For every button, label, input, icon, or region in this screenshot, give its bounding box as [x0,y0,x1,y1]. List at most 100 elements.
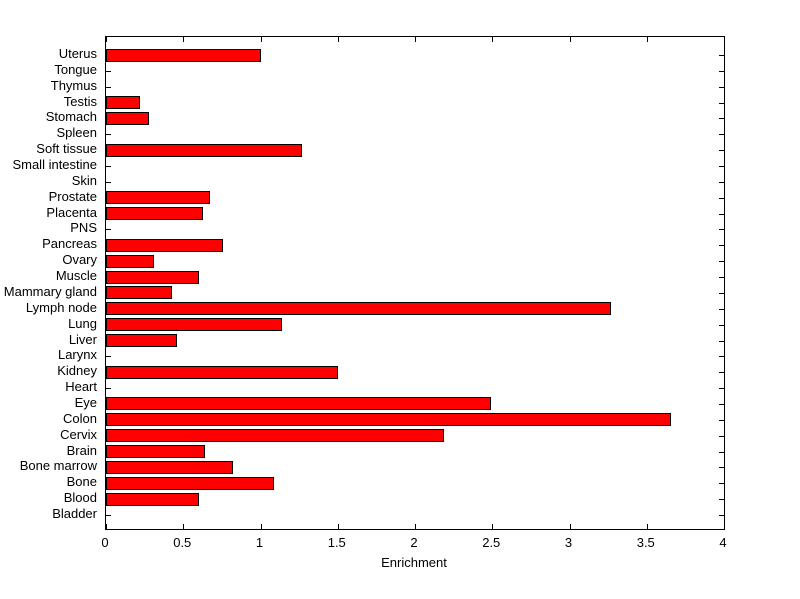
x-tick-bottom [724,524,725,529]
y-axis-label: Pancreas [42,236,97,252]
y-tick-right [719,499,724,501]
y-axis-label: Stomach [45,109,97,125]
bar [106,238,224,252]
bar [106,111,150,125]
x-tick-label: 1.5 [327,535,346,550]
x-tick-top [106,37,107,42]
x-tick-bottom [492,524,494,529]
y-axis-label: Spleen [56,125,97,141]
y-axis-label: Lymph node [25,299,97,315]
bar [106,270,199,284]
y-tick-right [719,515,724,516]
y-tick-left [106,86,111,88]
y-axis-label: Brain [66,442,97,458]
y-tick-right [719,86,724,88]
y-axis-label: Thymus [50,77,97,93]
x-tick-top [724,37,725,42]
y-axis-label: Testis [63,93,97,109]
bar [106,365,338,379]
bar [106,286,173,300]
x-tick-top [492,37,494,42]
y-tick-left [106,388,111,390]
x-tick-label: 4 [719,535,727,550]
y-axis-label: Mammary gland [3,283,97,299]
bar [106,429,445,443]
y-tick-right [719,451,724,453]
y-tick-right [719,308,724,310]
bar [106,334,178,348]
y-tick-right [719,245,724,247]
y-tick-left [106,166,111,168]
plot-area [105,36,725,530]
y-axis-label: PNS [70,220,97,236]
y-tick-right [719,181,724,183]
y-axis-label: Placenta [46,204,97,220]
y-axis-label: Small intestine [12,157,97,173]
x-tick-top [260,37,262,42]
x-tick-label: 3.5 [636,535,655,550]
y-tick-right [719,467,724,469]
y-axis-label: Cervix [60,426,97,442]
y-axis-label: Uterus [58,46,97,61]
y-tick-left [106,515,111,516]
x-tick-bottom [646,524,648,529]
y-axis-label: Prostate [48,188,97,204]
y-tick-right [719,134,724,136]
x-tick-top [569,37,571,42]
bar [106,207,204,221]
y-tick-right [719,55,724,56]
y-tick-left [106,356,111,358]
y-tick-right [719,372,724,374]
y-tick-left [106,70,111,72]
bar [106,96,140,110]
bar [106,191,210,205]
x-tick-bottom [183,524,185,529]
y-tick-right [719,150,724,152]
x-tick-bottom [415,524,416,529]
y-tick-right [719,70,724,72]
y-tick-right [719,435,724,437]
y-axis-label: Skin [71,172,97,188]
bar [106,445,205,459]
bar [106,413,672,427]
y-axis-label: Bladder [52,506,97,521]
x-tick-label: 1 [255,535,264,550]
bar [106,476,275,490]
x-tick-top [337,37,339,42]
x-tick-bottom [569,524,571,529]
y-axis-label: Ovary [62,252,97,268]
y-axis-label: Lung [68,315,97,331]
y-tick-right [719,403,724,405]
y-tick-left [106,229,111,231]
x-tick-label: 2 [410,535,418,550]
y-tick-right [719,197,724,199]
y-tick-left [106,134,111,136]
bar [106,397,491,411]
y-tick-right [719,419,724,421]
bar [106,143,303,157]
y-tick-right [719,166,724,168]
x-tick-label: 0.5 [173,535,192,550]
x-tick-label: 3 [564,535,573,550]
y-axis-label: Colon [63,410,97,426]
y-axis-label: Soft tissue [36,141,97,157]
y-tick-right [719,388,724,390]
y-tick-right [719,102,724,104]
x-tick-bottom [260,524,262,529]
y-axis-label: Tongue [54,61,97,77]
y-tick-right [719,261,724,263]
y-axis-label: Kidney [57,363,97,379]
x-tick-top [415,37,416,42]
y-tick-right [719,356,724,358]
y-tick-right [719,483,724,485]
y-tick-right [719,213,724,215]
x-tick-top [646,37,648,42]
x-tick-top [183,37,185,42]
y-tick-left [106,181,111,183]
x-tick-bottom [106,524,107,529]
bar [106,318,283,332]
y-tick-right [719,292,724,294]
y-tick-right [719,277,724,279]
y-axis-label: Muscle [55,268,97,284]
